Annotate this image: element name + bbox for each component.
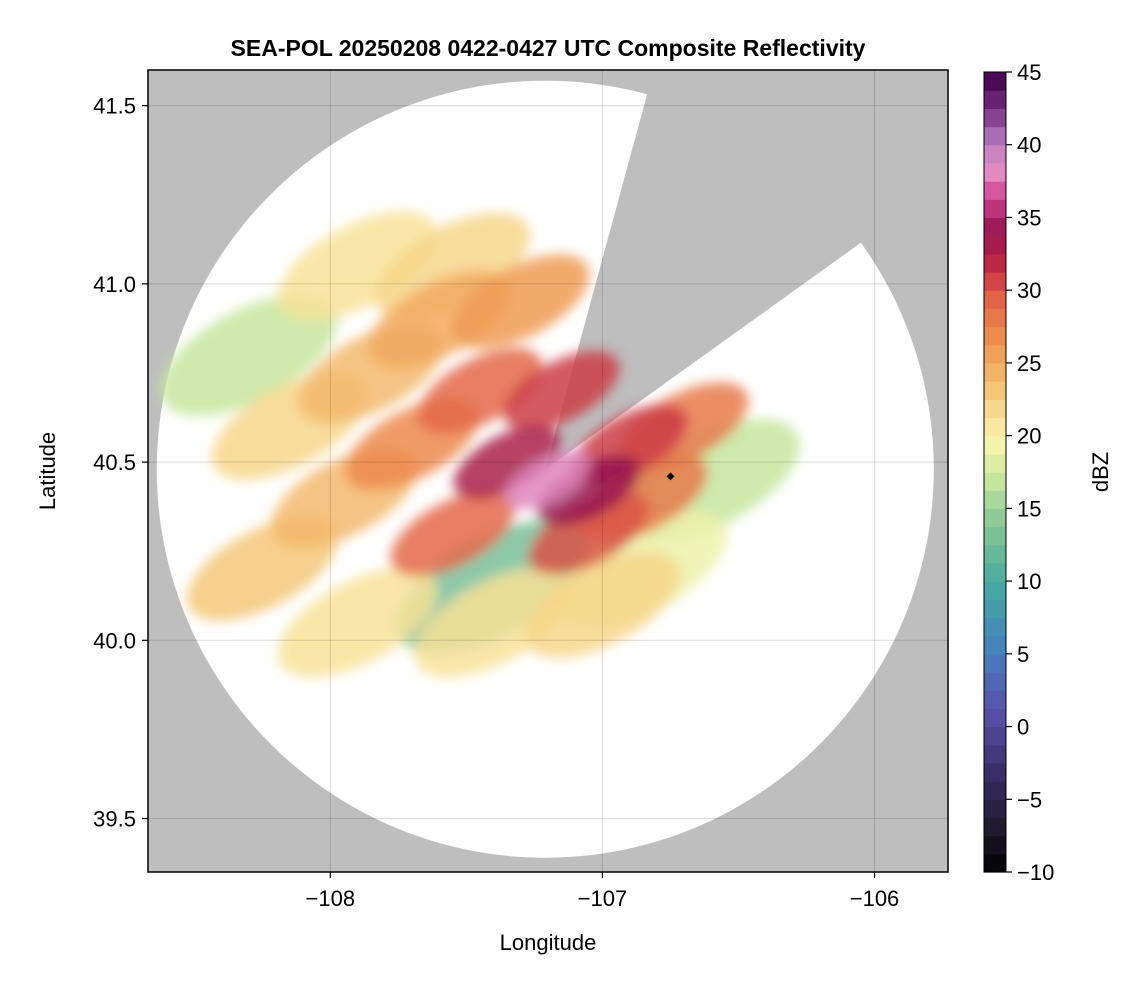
x-tick-label: −107 [578, 886, 628, 911]
colorbar-bin [984, 290, 1006, 309]
echo-region [160, 294, 338, 416]
colorbar-tick-label: 40 [1017, 133, 1041, 158]
colorbar-tick-label: 0 [1017, 715, 1029, 740]
x-tick-label: −106 [850, 886, 900, 911]
colorbar-bin [984, 217, 1006, 237]
colorbar-bin [984, 617, 1006, 637]
y-tick-label: 41.0 [93, 272, 136, 297]
colorbar-bin [984, 490, 1006, 509]
colorbar-tick-label: 25 [1017, 351, 1041, 376]
plot-frame [147, 69, 949, 873]
reflectivity-field [160, 211, 800, 678]
grid-lines [148, 70, 948, 872]
x-axis-label: Longitude [500, 930, 597, 955]
colorbar-bin [984, 399, 1006, 419]
colorbar-ticks: −10 −5 0 5 10 15 20 25 30 35 40 45 [1006, 60, 1054, 885]
colorbar-bin [984, 272, 1006, 291]
colorbar-bin [984, 253, 1006, 273]
colorbar-bin [984, 308, 1006, 328]
colorbar-tick-label: −5 [1017, 787, 1042, 812]
colorbar-bin [984, 672, 1006, 691]
colorbar-bin [984, 453, 1006, 473]
colorbar-bin [984, 544, 1006, 564]
colorbar-tick-label: 15 [1017, 496, 1041, 521]
colorbar-bin [984, 690, 1006, 709]
colorbar-bin [984, 526, 1006, 546]
colorbar-bin [984, 635, 1006, 655]
colorbar-tick-label: 10 [1017, 569, 1041, 594]
colorbar-bin [984, 653, 1006, 673]
colorbar-bin [984, 435, 1006, 455]
echo-region [452, 254, 590, 349]
echo-region [537, 455, 641, 526]
colorbar-bin [984, 835, 1006, 855]
colorbar-frame [983, 71, 1007, 873]
colorbar [983, 71, 1007, 873]
colorbar-bin [984, 90, 1006, 109]
echo-region [390, 490, 515, 577]
colorbar-label: dBZ [1088, 452, 1113, 492]
y-axis-label: Latitude [35, 432, 60, 510]
colorbar-tick-label: 5 [1017, 642, 1029, 667]
colorbar-bin [984, 199, 1006, 219]
echo-region [524, 551, 680, 658]
echo-region [528, 492, 649, 575]
x-axis-ticks: −108 −107 −106 [306, 872, 900, 911]
colorbar-bin [984, 817, 1006, 837]
colorbar-bin [984, 126, 1006, 146]
echo-region [417, 348, 543, 434]
colorbar-bin [984, 781, 1006, 800]
colorbar-bin [984, 853, 1006, 873]
colorbar-bin [984, 108, 1006, 128]
colorbar-tick-label: 35 [1017, 205, 1041, 230]
echo-region [277, 211, 438, 321]
colorbar-bin [984, 326, 1006, 346]
colorbar-bin [984, 744, 1006, 764]
colorbar-tick-label: 30 [1017, 278, 1041, 303]
colorbar-bin [984, 181, 1006, 200]
x-tick-label: −108 [306, 886, 356, 911]
y-axis-ticks: 39.5 40.0 40.5 41.0 41.5 [93, 94, 148, 832]
y-tick-label: 40.0 [93, 628, 136, 653]
colorbar-bin [984, 381, 1006, 400]
colorbar-bin [984, 762, 1006, 782]
colorbar-bin [984, 144, 1006, 164]
echo-region [503, 351, 620, 431]
colorbar-bin [984, 162, 1006, 182]
y-tick-label: 41.5 [93, 94, 136, 119]
colorbar-bin [984, 708, 1006, 728]
colorbar-bin [984, 72, 1006, 91]
echo-region [413, 567, 574, 678]
colorbar-bin [984, 362, 1006, 382]
colorbar-tick-label: 20 [1017, 424, 1041, 449]
plot-area [148, 70, 948, 872]
echo-region [277, 567, 438, 678]
y-tick-label: 40.5 [93, 450, 136, 475]
colorbar-bin [984, 599, 1006, 619]
chart-title: SEA-POL 20250208 0422-0427 UTC Composite… [231, 35, 866, 61]
colorbar-bin [984, 726, 1006, 746]
colorbar-bin [984, 581, 1006, 600]
location-marker [666, 472, 675, 481]
colorbar-tick-label: −10 [1017, 860, 1054, 885]
echo-region [453, 425, 561, 499]
colorbar-tick-label: 45 [1017, 60, 1041, 85]
colorbar-bin [984, 344, 1006, 364]
colorbar-bin [984, 562, 1006, 582]
colorbar-bin [984, 417, 1006, 437]
y-tick-label: 39.5 [93, 807, 136, 832]
colorbar-bin [984, 235, 1006, 255]
colorbar-bin [984, 508, 1006, 528]
colorbar-bin [984, 472, 1006, 491]
echo-region [505, 450, 591, 510]
colorbar-bin [984, 799, 1006, 819]
